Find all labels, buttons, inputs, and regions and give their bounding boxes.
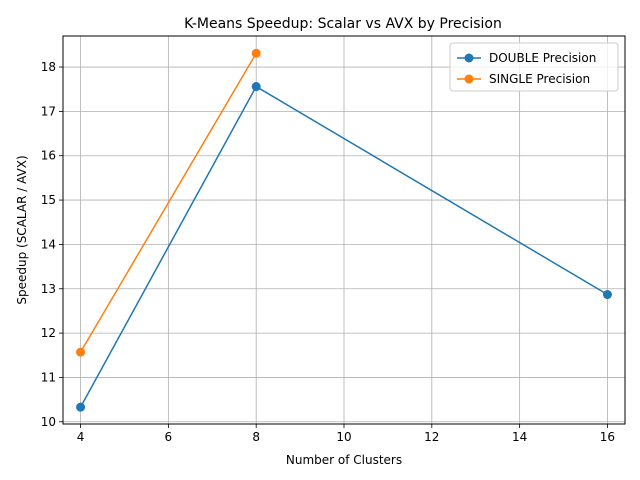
y-tick-label: 15 [41, 193, 56, 207]
y-tick-label: 12 [41, 326, 56, 340]
chart-title: K-Means Speedup: Scalar vs AVX by Precis… [184, 16, 502, 32]
y-tick-label: 18 [41, 60, 56, 74]
legend-marker [464, 53, 474, 63]
legend-marker [464, 74, 474, 84]
legend-box [449, 42, 619, 92]
data-point [76, 402, 86, 412]
x-tick-label: 4 [77, 430, 85, 444]
data-point [602, 290, 612, 300]
x-axis: 4 6 8 10 12 14 16 [77, 424, 615, 444]
data-point [76, 347, 86, 357]
y-tick-label: 16 [41, 149, 56, 163]
x-tick-label: 8 [252, 430, 260, 444]
legend: DOUBLE Precision SINGLE Precision [449, 42, 619, 92]
data-point [251, 48, 261, 58]
x-tick-label: 16 [600, 430, 615, 444]
y-tick-label: 13 [41, 282, 56, 296]
legend-label: SINGLE Precision [489, 72, 590, 86]
y-axis: 10 11 12 13 14 15 16 17 18 [41, 60, 63, 429]
x-tick-label: 14 [512, 430, 527, 444]
y-tick-label: 17 [41, 104, 56, 118]
x-axis-label: Number of Clusters [286, 453, 402, 467]
y-axis-label: Speedup (SCALAR / AVX) [15, 155, 29, 304]
grid [63, 36, 625, 424]
legend-label: DOUBLE Precision [489, 51, 596, 65]
series-line-1 [79, 52, 257, 353]
series-layer [76, 48, 612, 412]
y-tick-label: 14 [41, 237, 56, 251]
x-tick-label: 12 [424, 430, 439, 444]
x-tick-label: 10 [336, 430, 351, 444]
x-tick-label: 6 [165, 430, 173, 444]
data-point [251, 82, 261, 92]
y-tick-label: 11 [41, 370, 56, 384]
y-tick-label: 10 [41, 415, 56, 429]
